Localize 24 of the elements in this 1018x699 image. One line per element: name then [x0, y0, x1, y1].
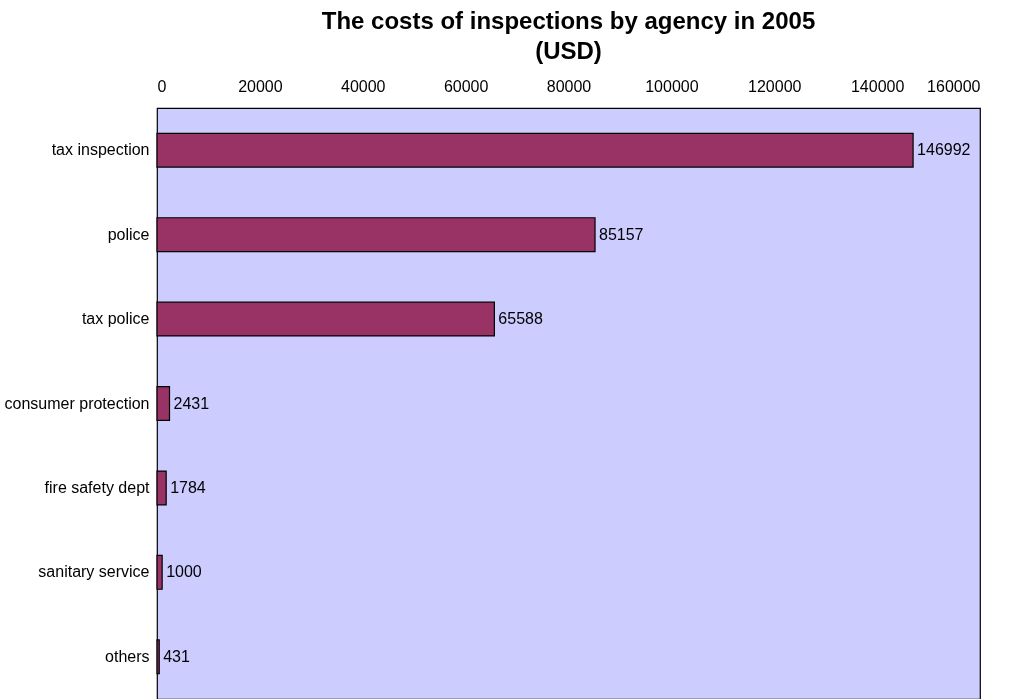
y-tick-label: tax police: [81, 310, 150, 328]
data-label: 2431: [173, 394, 210, 412]
y-tick-label: police: [107, 225, 150, 243]
data-label: 65588: [498, 310, 543, 328]
x-tick-label: 60000: [443, 77, 489, 95]
x-tick-label: 40000: [341, 77, 386, 95]
y-tick-label: consumer protection: [4, 394, 150, 412]
x-tick-label: 80000: [546, 77, 592, 95]
data-label: 1000: [166, 563, 202, 581]
x-tick-label: 140000: [850, 77, 905, 95]
x-tick-label: 0: [157, 77, 167, 95]
data-label: 85157: [599, 225, 644, 243]
y-tick-label: fire safety dept: [44, 478, 151, 496]
x-tick-label: 20000: [238, 77, 283, 95]
data-label: 1784: [170, 478, 206, 496]
chart-title: The costs of inspections by agency in 2005 (USD): [321, 7, 816, 64]
y-tick-label: others: [105, 647, 150, 665]
data-label: 431: [163, 647, 191, 665]
x-tick-label: 160000: [927, 77, 981, 95]
x-tick-label: 120000: [748, 77, 802, 95]
y-tick-label: tax inspection: [51, 141, 150, 159]
x-tick-label: 100000: [645, 77, 699, 95]
data-label: 146992: [917, 141, 971, 159]
y-tick-label: sanitary service: [38, 563, 150, 581]
